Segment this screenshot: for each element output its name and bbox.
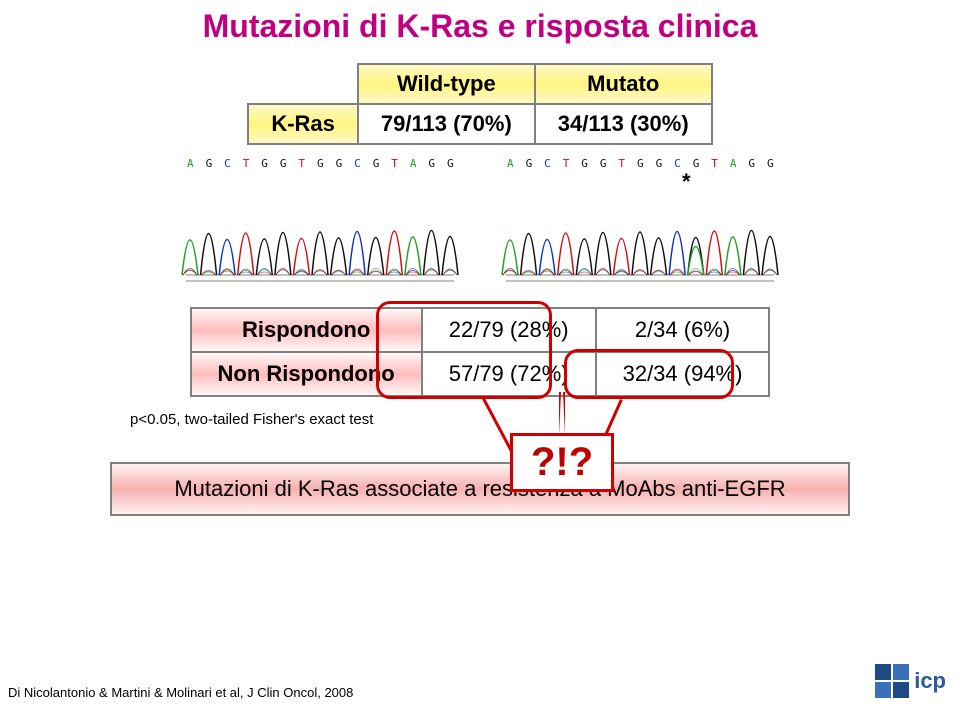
svg-text:AGCTGGTGGCGTAGG: AGCTGGTGGCGTAGG <box>187 157 459 170</box>
logo-squares-icon <box>875 664 909 698</box>
pvalue-text: p<0.05, two-tailed Fisher's exact test <box>130 411 960 428</box>
row-header-kras: K-Ras <box>248 104 358 144</box>
chromatogram-row: AGCTGGTGGCGTAGG AGCTGGTGGCGTAGG * <box>0 155 960 295</box>
logo: icp <box>875 664 946 698</box>
kras-summary-table: Wild-type Mutato K-Ras 79/113 (70%) 34/1… <box>247 63 712 145</box>
cell-mut-count: 34/113 (30%) <box>535 104 712 144</box>
chromatogram-wildtype: AGCTGGTGGCGTAGG <box>180 155 460 295</box>
cell-wild-count: 79/113 (70%) <box>358 104 535 144</box>
mutation-asterisk: * <box>682 169 691 195</box>
response-table: Rispondono 22/79 (28%) 2/34 (6%) Non Ris… <box>190 307 771 397</box>
exclaim-box: ?!? <box>510 433 614 492</box>
page-title: Mutazioni di K-Ras e risposta clinica <box>0 0 960 45</box>
row-nonresponders: Non Rispondono <box>191 352 422 396</box>
responders-wild: 22/79 (28%) <box>422 308 596 352</box>
responders-mut: 2/34 (6%) <box>596 308 770 352</box>
col-header-wildtype: Wild-type <box>358 64 535 104</box>
logo-text: icp <box>914 668 946 694</box>
row-responders: Rispondono <box>191 308 422 352</box>
svg-text:AGCTGGTGGCGTAGG: AGCTGGTGGCGTAGG <box>507 157 779 170</box>
col-header-mutato: Mutato <box>535 64 712 104</box>
chromatogram-mutant: AGCTGGTGGCGTAGG * <box>500 155 780 295</box>
nonresponders-mut: 32/34 (94%) <box>596 352 770 396</box>
conclusion-band: Mutazioni di K-Ras associate a resistenz… <box>110 462 850 516</box>
nonresponders-wild: 57/79 (72%) <box>422 352 596 396</box>
citation: Di Nicolantonio & Martini & Molinari et … <box>8 685 353 700</box>
